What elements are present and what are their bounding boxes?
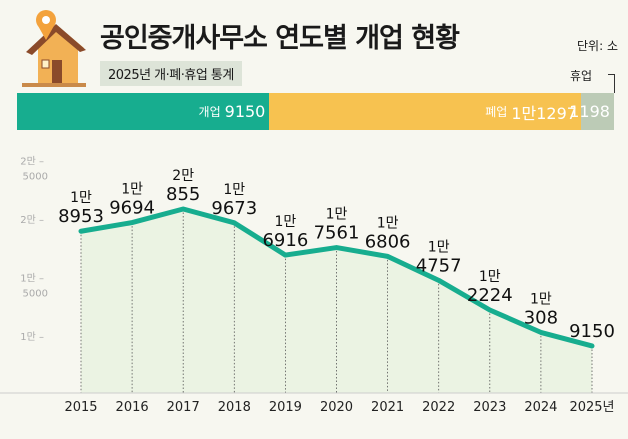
y-tick-label: 5000	[23, 172, 48, 183]
data-label: 9150	[569, 321, 615, 342]
x-tick-label: 2022	[422, 400, 455, 415]
house-pin-illustration	[18, 8, 88, 92]
x-tick-label: 2015	[64, 400, 97, 415]
series-line	[78, 206, 595, 349]
bar-segment-close: 폐업 1만1297	[269, 93, 581, 130]
y-tick-label: 2만 –	[20, 156, 44, 168]
data-label: 6806	[365, 231, 411, 252]
subtitle-badge: 2025년 개·폐·휴업 통계	[100, 61, 242, 86]
data-label: 1만	[223, 182, 245, 198]
data-label: 2224	[467, 285, 513, 306]
data-label: 9673	[211, 198, 257, 219]
data-label: 308	[524, 307, 558, 328]
data-label: 1만	[428, 239, 450, 255]
y-tick-label: 1만 –	[20, 331, 44, 343]
data-label: 1만	[326, 207, 348, 223]
x-tick-label: 2021	[371, 400, 404, 415]
data-label: 1만	[530, 291, 552, 307]
summary-stacked-bar: 개업 9150 폐업 1만1297 1198	[17, 93, 614, 130]
x-tick-label: 2019	[269, 400, 302, 415]
data-label: 6916	[262, 230, 308, 251]
x-tick-label: 2020	[320, 400, 353, 415]
x-tick-label: 2025년	[569, 400, 614, 415]
segment-value: 1만1297	[511, 103, 577, 123]
data-label: 8953	[58, 206, 104, 227]
rest-leader-line	[608, 74, 615, 93]
data-label: 9694	[109, 198, 155, 219]
rest-label: 휴업	[570, 69, 593, 83]
bar-segment-open: 개업 9150	[17, 93, 270, 130]
data-label: 4757	[416, 255, 462, 276]
data-label: 1만	[275, 214, 297, 230]
data-label: 1만	[70, 190, 92, 206]
y-tick-label: 1만 –	[20, 273, 44, 285]
x-tick-label: 2024	[524, 400, 557, 415]
data-label: 2만	[172, 168, 194, 184]
x-tick-label: 2023	[473, 400, 506, 415]
data-label: 1만	[479, 269, 501, 285]
data-label: 7561	[314, 223, 360, 244]
y-tick-label: 2만 –	[20, 214, 44, 226]
y-tick-label: 5000	[23, 289, 48, 300]
segment-label: 개업	[198, 105, 221, 119]
data-label: 855	[166, 184, 200, 205]
data-label: 1만	[377, 215, 399, 231]
x-tick-label: 2017	[167, 400, 200, 415]
bar-segment-rest: 1198	[569, 93, 614, 130]
segment-label: 폐업	[485, 105, 508, 119]
segment-value: 9150	[224, 102, 266, 121]
x-tick-label: 2018	[218, 400, 251, 415]
page-title: 공인중개사무소 연도별 개업 현황	[100, 23, 460, 54]
segment-value: 1198	[569, 102, 610, 121]
unit-label: 단위: 소	[577, 39, 618, 53]
data-label: 1만	[121, 182, 143, 198]
x-tick-label: 2016	[116, 400, 149, 415]
